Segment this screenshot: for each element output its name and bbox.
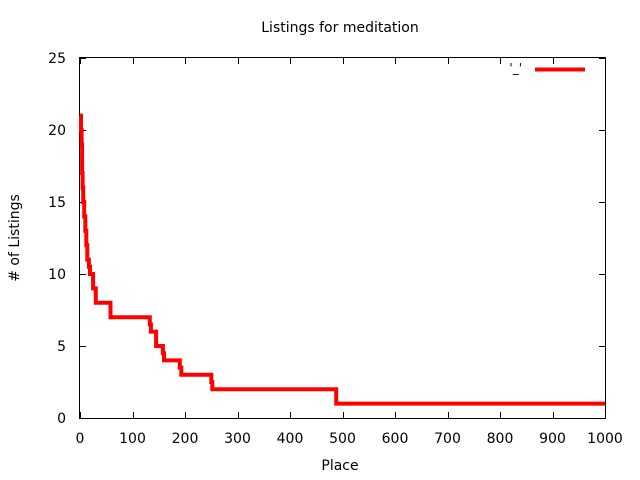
- x-tick-label: 600: [382, 431, 409, 447]
- series-layer: [79, 113, 605, 406]
- y-tick-label: 25: [48, 51, 66, 67]
- x-tick-label: 200: [172, 431, 199, 447]
- y-tick-label: 0: [57, 411, 66, 427]
- plot-frame: [79, 57, 606, 419]
- y-tick-label: 15: [48, 195, 66, 211]
- y-tick-label: 20: [48, 123, 66, 139]
- y-tick-label: 10: [48, 267, 66, 283]
- x-tick-label: 400: [277, 431, 304, 447]
- x-tick-label: 1000: [587, 431, 623, 447]
- x-tick-label: 700: [434, 431, 461, 447]
- chart-title: Listings for meditation: [261, 20, 418, 36]
- legend-label: '_': [509, 61, 522, 75]
- x-tick-label: 0: [76, 431, 85, 447]
- x-tick-label: 500: [329, 431, 356, 447]
- x-tick-label: 800: [487, 431, 514, 447]
- x-axis: 0 100 200 300 400 500 600 700 800 900 1000: [76, 58, 623, 447]
- y-axis: 0 5 10 15 20 25: [48, 51, 605, 427]
- y-tick-label: 5: [57, 339, 66, 355]
- y-axis-label: # of Listings: [7, 194, 23, 282]
- series-line: [79, 113, 605, 406]
- x-tick-label: 100: [119, 431, 146, 447]
- x-axis-label: Place: [321, 458, 358, 474]
- legend: '_': [509, 61, 585, 75]
- x-tick-label: 900: [539, 431, 566, 447]
- x-tick-label: 300: [224, 431, 251, 447]
